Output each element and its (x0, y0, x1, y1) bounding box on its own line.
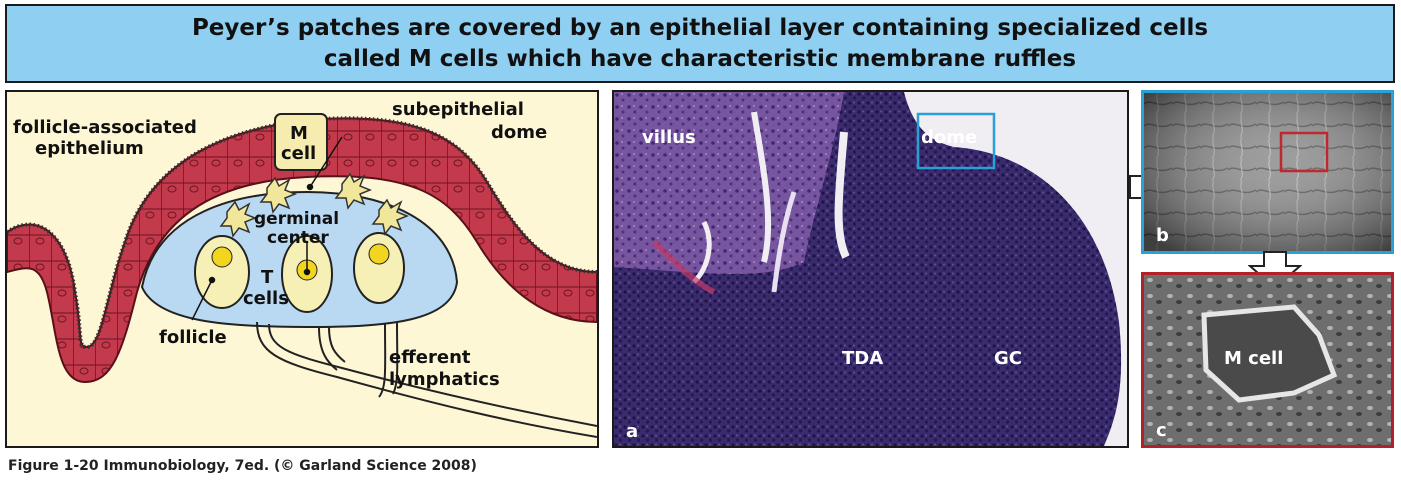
sem-image-c (1144, 275, 1391, 445)
panel-letter-a: a (626, 421, 639, 442)
sem-micrograph-c: M cell c (1141, 272, 1394, 448)
label-m-cell-m: M (290, 123, 308, 144)
label-m-cell-c: M cell (1224, 348, 1284, 369)
label-efferent: efferent (389, 347, 471, 368)
histology-image (614, 92, 1127, 446)
label-dome: dome (491, 122, 548, 143)
sem-micrograph-b: b (1141, 90, 1394, 254)
m-cell-surface (1201, 304, 1338, 403)
title-line-2: called M cells which have characteristic… (323, 46, 1077, 72)
label-cells: cells (243, 288, 289, 309)
follicle-3 (353, 232, 405, 304)
label-gc: GC (994, 348, 1022, 369)
label-villus: villus (642, 127, 696, 148)
m-cell-highlight-box (1279, 131, 1329, 173)
follicle-1 (194, 235, 250, 309)
label-center: center (267, 228, 329, 248)
histology-micrograph-a: villus dome TDA GC a (612, 90, 1129, 448)
label-tda: TDA (842, 348, 884, 369)
epithelium-band (7, 117, 597, 384)
label-epithelium: epithelium (35, 138, 144, 159)
label-dome-a: dome (921, 127, 978, 148)
label-germinal: germinal (254, 209, 340, 229)
label-follicle-associated: follicle-associated (13, 117, 197, 138)
sem-image-b (1144, 93, 1391, 251)
panel-letter-c: c (1156, 420, 1167, 441)
panel-letter-b: b (1156, 225, 1169, 246)
peyers-patch-schematic: follicle-associated epithelium M cell su… (5, 90, 599, 448)
label-m-cell-cell: cell (281, 143, 317, 164)
schematic-drawing (7, 113, 597, 438)
title-line-1: Peyer’s patches are covered by an epithe… (191, 15, 1209, 41)
figure-caption: Figure 1-20 Immunobiology, 7ed. (© Garla… (8, 458, 477, 474)
label-subepithelial: subepithelial (392, 99, 524, 120)
label-t: T (261, 267, 274, 288)
m-cell-shape (274, 113, 328, 171)
dome-highlight-box (916, 112, 996, 170)
label-follicle: follicle (159, 327, 227, 348)
label-lymphatics: lymphatics (389, 369, 500, 390)
title-banner: Peyer’s patches are covered by an epithe… (5, 4, 1395, 83)
